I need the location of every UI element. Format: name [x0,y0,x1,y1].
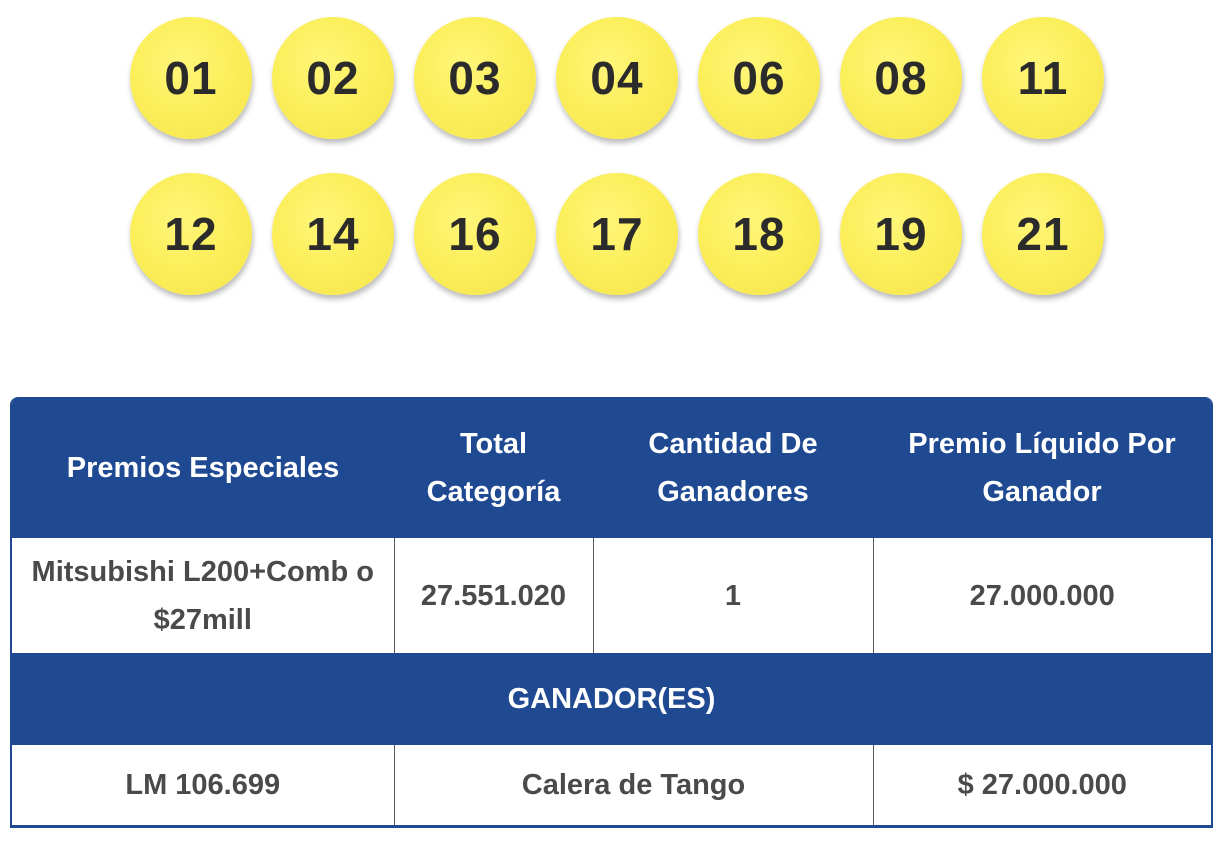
number-ball: 16 [414,173,536,295]
winner-ticket: LM 106.699 [12,745,394,825]
header-cantidad-ganadores: Cantidad De Ganadores [593,397,873,538]
ball-row-2: 12 14 16 17 18 19 21 [130,173,1104,295]
number-ball: 18 [698,173,820,295]
winners-section-label: GANADOR(ES) [12,653,1211,745]
header-premios-especiales: Premios Especiales [12,397,394,538]
special-prizes-table: Premios Especiales Total Categoría Canti… [10,397,1213,828]
table-row: Mitsubishi L200+Comb o $27mill 27.551.02… [12,538,1211,653]
number-ball: 12 [130,173,252,295]
prize-net-amount: 27.000.000 [872,538,1211,653]
number-ball: 03 [414,17,536,139]
header-premio-liquido: Premio Líquido Por Ganador [873,397,1211,538]
number-ball: 14 [272,173,394,295]
number-ball: 17 [556,173,678,295]
number-ball: 21 [982,173,1104,295]
number-ball: 01 [130,17,252,139]
table-row: LM 106.699 Calera de Tango $ 27.000.000 [12,745,1211,825]
winner-location: Calera de Tango [393,745,873,825]
table-header-row: Premios Especiales Total Categoría Canti… [12,397,1211,538]
ball-row-1: 01 02 03 04 06 08 11 [130,17,1104,139]
number-ball: 11 [982,17,1104,139]
number-ball: 19 [840,173,962,295]
prize-total: 27.551.020 [393,538,593,653]
number-ball: 04 [556,17,678,139]
number-ball: 06 [698,17,820,139]
number-ball: 08 [840,17,962,139]
winners-section-row: GANADOR(ES) [12,653,1211,745]
number-ball: 02 [272,17,394,139]
header-total-categoria: Total Categoría [394,397,593,538]
prize-winners-count: 1 [592,538,873,653]
winner-amount: $ 27.000.000 [872,745,1211,825]
prize-name: Mitsubishi L200+Comb o $27mill [12,538,394,653]
